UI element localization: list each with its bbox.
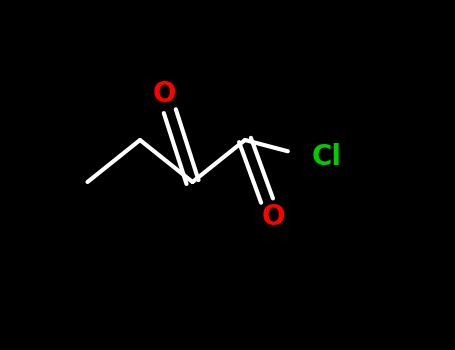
Text: O: O	[153, 80, 176, 108]
Text: O: O	[261, 203, 285, 231]
Text: Cl: Cl	[312, 144, 342, 172]
